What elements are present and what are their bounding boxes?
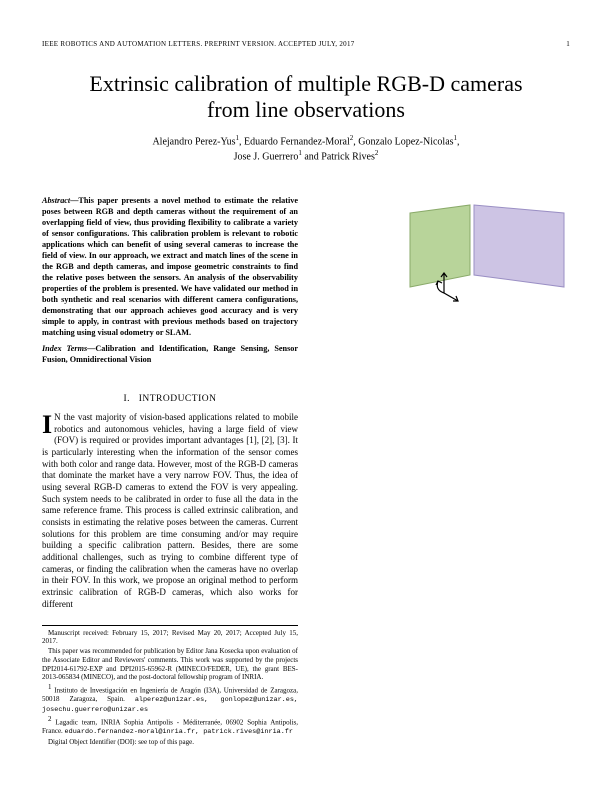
authors-line-1: Alejandro Perez-Yus1, Eduardo Fernandez-… bbox=[42, 134, 570, 149]
authors-line-2: Jose J. Guerrero1 and Patrick Rives2 bbox=[42, 149, 570, 164]
footnote-affil-2: 2 Lagadic team, INRIA Sophia Antipolis -… bbox=[42, 715, 298, 737]
footnote-affil-1: 1 Instituto de Investigación en Ingenier… bbox=[42, 683, 298, 714]
dropcap: I bbox=[42, 412, 54, 436]
section-heading-intro: I. INTRODUCTION bbox=[42, 393, 298, 405]
index-terms-block: Index Terms—Calibration and Identificati… bbox=[42, 343, 298, 365]
author-block: Alejandro Perez-Yus1, Eduardo Fernandez-… bbox=[42, 134, 570, 165]
intro-rest: large field of view (FOV) is required or… bbox=[42, 424, 298, 609]
author-5: and Patrick Rives bbox=[302, 152, 375, 163]
figure-1 bbox=[314, 195, 570, 345]
abstract-block: Abstract—This paper presents a novel met… bbox=[42, 195, 298, 339]
comma: , bbox=[457, 136, 460, 147]
page-title: Extrinsic calibration of multiple RGB-D … bbox=[42, 71, 570, 124]
footnotes-block: Manuscript received: February 15, 2017; … bbox=[42, 625, 298, 747]
page-number: 1 bbox=[566, 40, 570, 49]
author-2: , Eduardo Fernandez-Moral bbox=[239, 136, 350, 147]
intro-paragraph: IN the vast majority of vision-based app… bbox=[42, 412, 298, 611]
abstract-label: Abstract bbox=[42, 196, 70, 205]
footnote-doi: Digital Object Identifier (DOI): see top… bbox=[42, 738, 298, 747]
affil-email: eduardo.fernandez-moral@inria.fr, patric… bbox=[65, 728, 293, 736]
wall-right-icon bbox=[472, 203, 568, 293]
left-column: Abstract—This paper presents a novel met… bbox=[42, 195, 298, 748]
affil-sup: 2 bbox=[375, 149, 379, 157]
header-left: IEEE ROBOTICS AND AUTOMATION LETTERS. PR… bbox=[42, 40, 355, 49]
index-terms-label: Index Terms bbox=[42, 344, 87, 353]
running-header: IEEE ROBOTICS AND AUTOMATION LETTERS. PR… bbox=[42, 40, 570, 49]
title-line-1: Extrinsic calibration of multiple RGB-D … bbox=[42, 71, 570, 97]
two-column-layout: Abstract—This paper presents a novel met… bbox=[42, 195, 570, 748]
axes-icon bbox=[434, 267, 470, 307]
title-line-2: from line observations bbox=[42, 97, 570, 123]
abstract-text: —This paper presents a novel method to e… bbox=[42, 196, 298, 338]
author-1: Alejandro Perez-Yus bbox=[152, 136, 235, 147]
author-3: , Gonzalo Lopez-Nicolas bbox=[353, 136, 453, 147]
footnote-ack: This paper was recommended for publicati… bbox=[42, 647, 298, 682]
section-number: I. bbox=[124, 394, 131, 404]
footnote-manuscript: Manuscript received: February 15, 2017; … bbox=[42, 629, 298, 647]
author-4: Jose J. Guerrero bbox=[234, 152, 299, 163]
section-title: INTRODUCTION bbox=[139, 394, 217, 404]
right-column bbox=[314, 195, 570, 748]
